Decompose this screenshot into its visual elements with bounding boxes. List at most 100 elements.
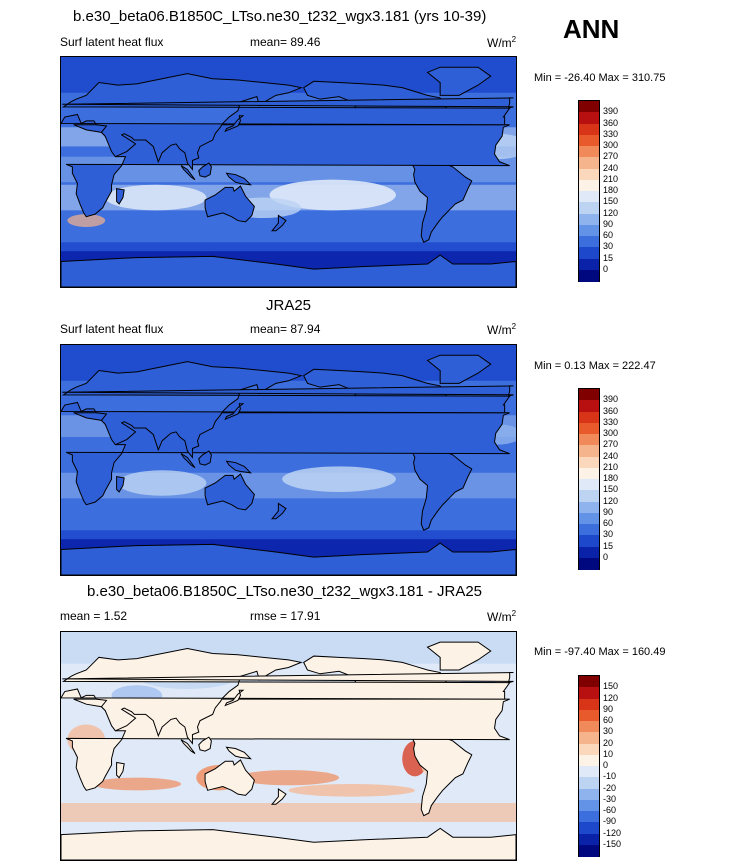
panel3-field-blob: [237, 770, 340, 786]
panel1-map: [60, 56, 517, 288]
panel3-antarctica-outline: [61, 827, 516, 860]
panel2-new-guinea-outline: [225, 460, 252, 474]
panel1-colorbar: 390 360 330 300 270 240 210 180 150 120 90 60 30 15 0: [578, 100, 618, 282]
panel3-greenland-outline: [426, 641, 492, 671]
panel2-south-america-outline: [411, 444, 473, 531]
colorbar-segment: [579, 101, 599, 113]
panel2-europe-asia-outline: [61, 361, 511, 459]
colorbar-segment: [579, 788, 599, 801]
colorbar-segment: [579, 179, 599, 192]
panel2-mean-label: mean= 87.94: [250, 322, 321, 336]
colorbar-segment: [579, 754, 599, 767]
panel3-borneo-outline: [198, 736, 212, 752]
season-label: ANN: [563, 14, 620, 44]
colorbar-segment: [579, 490, 599, 502]
colorbar-segment: [579, 134, 599, 147]
colorbar-segment: [579, 400, 599, 412]
colorbar-tick-label: 360: [603, 405, 619, 416]
colorbar-tick-label: 30: [603, 241, 614, 252]
colorbar-segment: [579, 811, 599, 823]
panel1-mean-label: mean= 89.46: [250, 35, 321, 49]
colorbar-segment: [579, 389, 599, 401]
panel3-mean-label: mean = 1.52: [60, 609, 128, 623]
colorbar-tick-label: 150: [603, 196, 619, 207]
panel3-japan-outline: [224, 689, 245, 707]
panel1-new-guinea-outline: [225, 172, 252, 186]
panel1-uk-outline: [62, 97, 514, 109]
colorbar-tick-label: 180: [603, 185, 619, 195]
colorbar-segment: [579, 501, 599, 514]
colorbar-segment: [579, 213, 599, 226]
panel2-title: JRA25: [266, 297, 312, 314]
panel1-minmax: Min = -26.40 Max = 310.75: [534, 72, 666, 84]
panel3-colorbar: 150 120 90 60 30 20 10 0 -10 -20 -30 -60 -90 -120 -150: [578, 675, 621, 857]
colorbar-segment: [579, 766, 599, 778]
panel3-field-band: [61, 803, 516, 822]
colorbar-tick-label: 210: [603, 461, 619, 472]
colorbar-tick-label: -90: [603, 816, 617, 827]
panel1-greenland-outline: [426, 66, 492, 96]
panel2-uk-outline: [62, 385, 514, 397]
panel1-antarctica-outline: [61, 254, 516, 287]
colorbar-tick-label: 210: [603, 173, 619, 184]
colorbar-tick-label: -20: [603, 782, 617, 793]
colorbar-tick-label: 360: [603, 117, 619, 128]
panel1-field-blob: [269, 179, 396, 211]
colorbar-tick-label: -120: [603, 827, 622, 838]
colorbar-segment: [579, 224, 599, 237]
colorbar-segment: [579, 157, 599, 169]
colorbar-tick-label: -60: [603, 805, 617, 815]
colorbar-segment: [579, 709, 599, 722]
colorbar-segment: [579, 146, 599, 158]
panel3-field-blob: [288, 784, 415, 797]
colorbar-segment: [579, 456, 599, 469]
panel2-field-blob: [117, 470, 207, 496]
panel3-madagascar-outline: [116, 761, 125, 779]
panel1-new-zealand-outline: [271, 214, 287, 232]
colorbar-segment: [579, 698, 599, 711]
colorbar-tick-label: 90: [603, 703, 614, 714]
colorbar-tick-label: 390: [603, 394, 619, 405]
colorbar-segment: [579, 191, 599, 203]
colorbar-segment: [579, 202, 599, 214]
colorbar-tick-label: 0: [603, 263, 609, 274]
colorbar-tick-label: 330: [603, 416, 619, 427]
panel1-units: W/m2: [487, 35, 517, 50]
panel1-europe-asia-outline: [61, 73, 511, 171]
panel3-south-america-outline: [411, 730, 473, 817]
panel1-borneo-outline: [198, 162, 212, 178]
colorbar-segment: [579, 822, 599, 834]
colorbar-tick-label: 270: [603, 151, 619, 162]
colorbar-tick-label: 240: [603, 450, 619, 461]
colorbar-tick-label: 10: [603, 748, 614, 759]
panel2-field-blob: [282, 466, 396, 492]
colorbar-tick-label: 120: [603, 207, 619, 218]
panel1-field-blob: [105, 184, 207, 211]
panel1-madagascar-outline: [116, 188, 125, 205]
colorbar-segment: [579, 844, 599, 857]
panel3-field-blob: [92, 777, 182, 791]
colorbar-segment: [579, 258, 599, 271]
colorbar-tick-label: 120: [603, 495, 619, 506]
panel1-japan-outline: [224, 115, 245, 133]
colorbar-segment: [579, 422, 599, 435]
colorbar-segment: [579, 557, 599, 570]
colorbar-segment: [579, 833, 599, 846]
colorbar-tick-label: 60: [603, 230, 614, 240]
colorbar-tick-label: 30: [603, 529, 614, 540]
colorbar-tick-label: 90: [603, 506, 614, 517]
panel2-greenland-outline: [426, 354, 492, 384]
panel2-map: [60, 344, 517, 576]
colorbar-tick-label: 90: [603, 218, 614, 229]
colorbar-tick-label: 120: [603, 692, 619, 703]
panel2-svg: [61, 345, 516, 575]
colorbar-segment: [579, 721, 599, 733]
colorbar-segment: [579, 676, 599, 688]
panel3-units: W/m2: [487, 609, 517, 624]
colorbar-segment: [579, 247, 599, 259]
colorbar-tick-label: 180: [603, 473, 619, 483]
colorbar-segment: [579, 512, 599, 525]
panel2-japan-outline: [224, 403, 245, 421]
panel2-colorbar: 390 360 330 300 270 240 210 180 150 120 90 60 30 15 0: [578, 388, 618, 570]
colorbar-segment: [579, 467, 599, 480]
